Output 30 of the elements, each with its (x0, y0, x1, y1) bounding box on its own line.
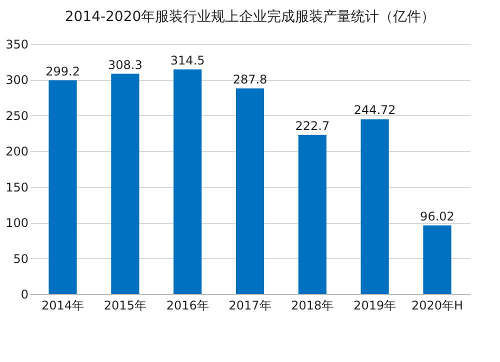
data-label: 308.3 (108, 58, 142, 72)
chart-title: 2014-2020年服装行业规上企业完成服装产量统计（亿件） (64, 9, 436, 25)
bar (48, 80, 77, 294)
bar (360, 119, 389, 294)
x-tick-label: 2014年 (41, 298, 84, 312)
y-tick-label: 350 (6, 38, 28, 52)
data-label: 222.7 (295, 118, 330, 133)
x-tick-label: 2018年 (291, 298, 334, 312)
y-tick-label: 0 (20, 288, 28, 302)
bar (236, 88, 264, 294)
x-tick-label: 2019年 (354, 298, 396, 312)
y-tick-label: 150 (6, 180, 28, 194)
data-label: 314.5 (170, 53, 205, 68)
bar (174, 69, 202, 294)
y-tick-label: 300 (6, 73, 28, 88)
y-tick-label: 200 (6, 144, 28, 159)
y-tick-label: 100 (6, 216, 28, 230)
x-tick-label: 2017年 (228, 298, 272, 312)
bar (423, 225, 452, 294)
data-label: 299.2 (46, 64, 80, 78)
x-tick-label: 2020年H (411, 298, 464, 312)
data-label: 287.8 (232, 72, 268, 86)
data-label: 244.72 (354, 103, 396, 118)
bar (111, 74, 140, 294)
y-tick-label: 50 (13, 252, 28, 266)
data-label: 96.02 (420, 209, 454, 224)
bar (298, 134, 326, 294)
x-tick-label: 2015年 (104, 298, 146, 312)
x-tick-label: 2016年 (166, 298, 209, 312)
y-tick-label: 250 (6, 108, 28, 123)
